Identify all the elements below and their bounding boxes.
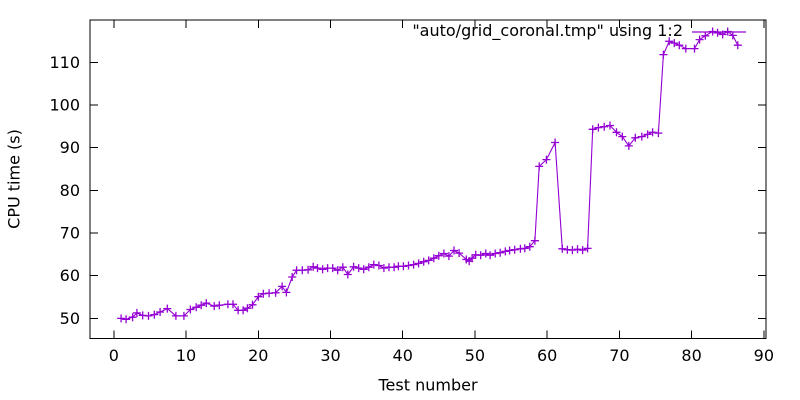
y-tick-label: 60: [60, 266, 80, 285]
y-tick-label: 90: [60, 138, 80, 157]
data-line: [121, 30, 739, 320]
x-tick-label: 70: [609, 346, 629, 365]
x-tick-label: 40: [393, 346, 413, 365]
x-axis-title: Test number: [378, 375, 478, 395]
x-tick-label: 30: [320, 346, 340, 365]
y-axis-title: CPU time (s): [4, 129, 24, 229]
x-tick-label: 10: [176, 346, 196, 365]
x-tick-label: 0: [109, 346, 119, 365]
y-tick-label: 80: [60, 181, 80, 200]
y-tick-label: 70: [60, 224, 80, 243]
x-tick-label: 90: [754, 346, 774, 365]
plot-border: [89, 19, 767, 339]
x-tick-label: 50: [465, 346, 485, 365]
x-tick-label: 20: [248, 346, 268, 365]
y-tick-label: 50: [60, 309, 80, 328]
y-tick-label: 110: [49, 53, 80, 72]
legend-label: "auto/grid_coronal.tmp" using 1:2: [412, 21, 683, 41]
y-tick-label: 100: [49, 95, 80, 114]
data-markers: [117, 27, 742, 324]
x-tick-label: 80: [681, 346, 701, 365]
x-tick-label: 60: [537, 346, 557, 365]
